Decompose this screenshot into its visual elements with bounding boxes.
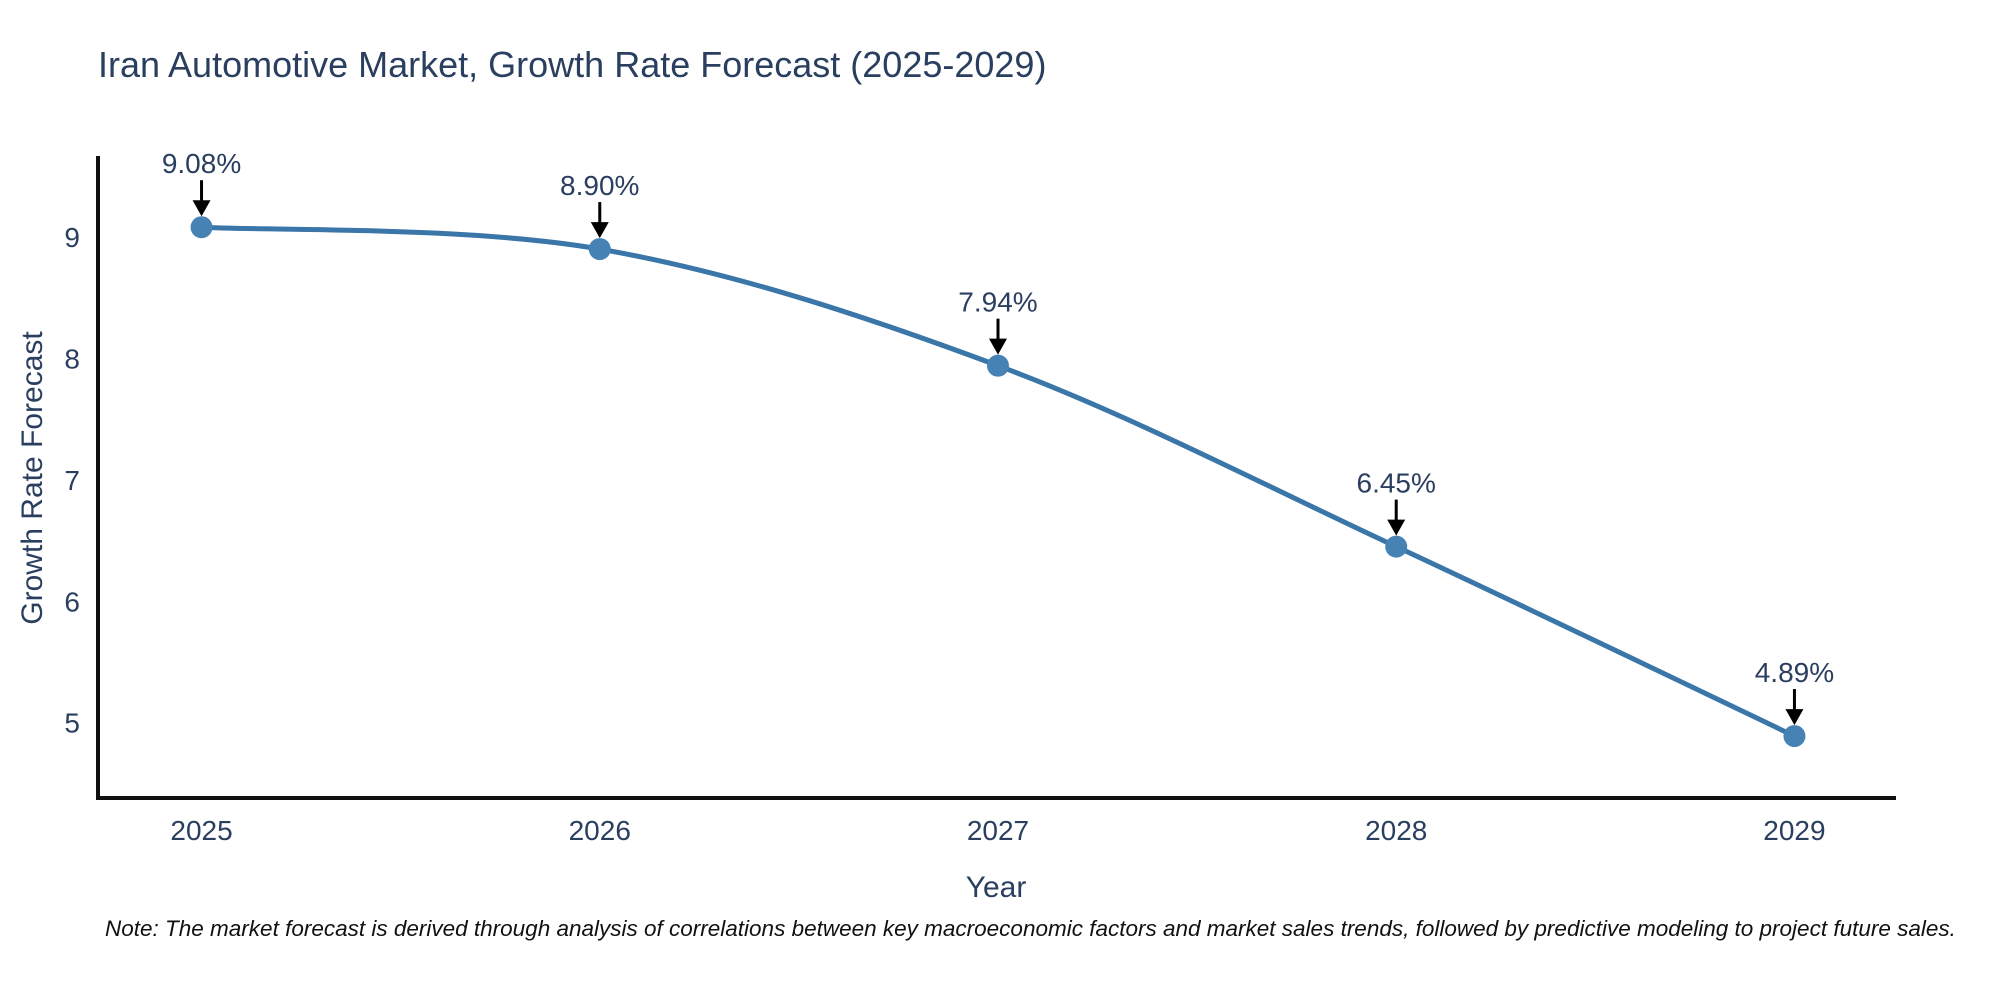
annotation-label: 4.89% [1755, 657, 1834, 688]
annotation-label: 7.94% [958, 287, 1037, 318]
y-tick-label: 6 [64, 586, 80, 617]
data-point-marker [190, 216, 213, 239]
annotation-arrowhead [1785, 709, 1804, 726]
annotation-label: 8.90% [560, 170, 639, 201]
annotation-label: 9.08% [162, 148, 241, 179]
data-point-marker [588, 238, 611, 261]
x-tick-label: 2029 [1763, 815, 1825, 846]
x-tick-label: 2027 [967, 815, 1029, 846]
annotation-arrowhead [1387, 519, 1406, 536]
annotation-arrowhead [192, 200, 211, 217]
x-axis-title: Year [965, 871, 1027, 904]
annotation-arrowhead [988, 338, 1007, 355]
y-tick-label: 5 [64, 708, 80, 739]
y-axis-title: Growth Rate Forecast [16, 331, 49, 625]
chart-title: Iran Automotive Market, Growth Rate Fore… [98, 44, 1047, 85]
x-tick-label: 2026 [569, 815, 631, 846]
y-tick-label: 8 [64, 343, 80, 374]
y-tick-label: 9 [64, 222, 80, 253]
data-point-marker [1783, 725, 1806, 748]
x-tick-label: 2028 [1365, 815, 1427, 846]
x-tick-label: 2025 [170, 815, 232, 846]
annotation-arrowhead [590, 222, 609, 239]
data-point-marker [986, 354, 1009, 377]
data-point-marker [1385, 535, 1408, 558]
footnote: Note: The market forecast is derived thr… [105, 916, 1956, 941]
axis-spines [96, 156, 1896, 800]
y-tick-label: 7 [64, 465, 80, 496]
annotation-label: 6.45% [1357, 468, 1436, 499]
